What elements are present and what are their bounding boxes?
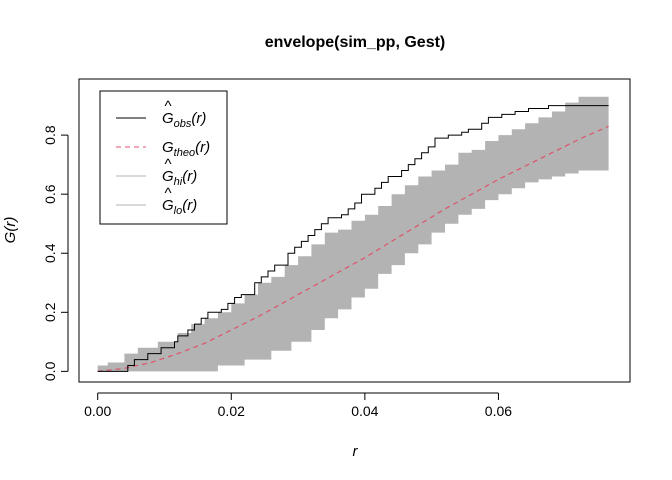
legend-hat: ^	[164, 98, 171, 115]
series-obs-line	[97, 105, 609, 372]
chart-title: envelope(sim_pp, Gest)	[265, 34, 446, 51]
envelope-fill	[97, 90, 609, 372]
envelope-band	[97, 90, 609, 372]
x-tick-label: 0.04	[351, 403, 378, 419]
y-axis: 0.0 0.2 0.4 0.6 0.8	[42, 125, 69, 381]
y-tick-label: 0.6	[42, 184, 58, 204]
series-theo-line	[97, 125, 609, 372]
x-axis-label: r	[353, 443, 359, 460]
legend: ^Gobs(r)Gtheo(r)^Ghi(r)^Glo(r)	[99, 90, 228, 225]
legend-hat: ^	[164, 185, 171, 202]
x-tick-label: 0.02	[218, 403, 245, 419]
x-tick-label: 0.00	[84, 403, 111, 419]
x-axis: 0.00 0.02 0.04 0.06	[84, 392, 512, 419]
legend-box	[99, 90, 228, 225]
x-tick-label: 0.06	[485, 403, 512, 419]
legend-label: Ghi(r)	[162, 168, 197, 188]
y-tick-label: 0.4	[42, 243, 58, 263]
series-lines	[97, 105, 609, 372]
y-axis-label: G(r)	[2, 217, 19, 244]
legend-label: Glo(r)	[162, 197, 197, 217]
y-tick-label: 0.8	[42, 125, 58, 145]
plot-frame	[78, 78, 631, 383]
legend-label: Gtheo(r)	[162, 139, 210, 159]
legend-hat: ^	[164, 156, 171, 173]
legend-label: Gobs(r)	[162, 110, 206, 130]
y-tick-label: 0.2	[42, 302, 58, 322]
y-tick-label: 0.0	[42, 361, 58, 381]
